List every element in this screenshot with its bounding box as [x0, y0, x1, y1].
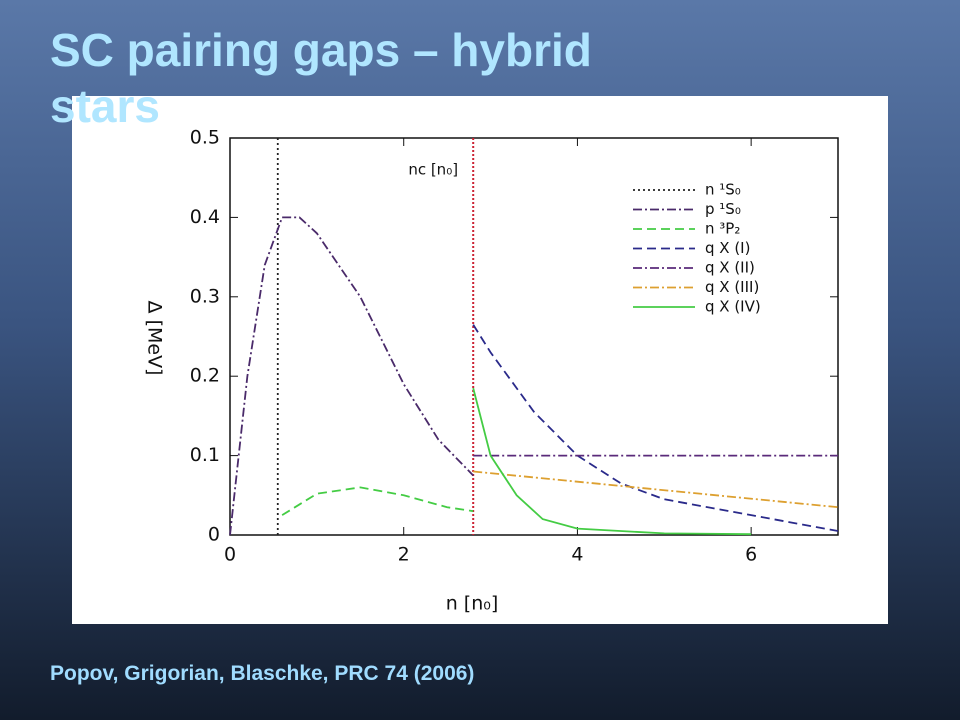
legend-label: p ¹S₀	[705, 200, 741, 218]
legend-label: q X (II)	[705, 259, 755, 277]
y-tick-label: 0.5	[190, 127, 220, 149]
legend-label: q X (III)	[705, 278, 759, 296]
x-tick-label: 4	[571, 544, 583, 566]
y-tick-label: 0.2	[190, 365, 220, 387]
x-axis-label: n [n₀]	[446, 593, 499, 615]
legend-label: n ¹S₀	[705, 181, 741, 199]
data-line	[281, 486, 474, 516]
x-tick-label: 2	[398, 544, 410, 566]
y-tick-label: 0.4	[190, 206, 220, 228]
slide-title: SC pairing gaps – hybrid stars	[50, 24, 592, 132]
plot-frame	[229, 137, 839, 536]
y-tick-label: 0.1	[190, 444, 220, 466]
data-line	[472, 324, 839, 532]
legend-label: q X (IV)	[705, 298, 761, 316]
y-tick-label: 0	[208, 524, 220, 546]
legend-label: q X (I)	[705, 239, 750, 257]
legend-label: n ³P₂	[705, 220, 740, 238]
x-tick-label: 6	[745, 544, 757, 566]
data-line	[473, 470, 839, 509]
citation: Popov, Grigorian, Blaschke, PRC 74 (2006…	[50, 662, 475, 685]
data-line	[229, 216, 474, 536]
x-tick-label: 0	[224, 544, 236, 566]
annotation: nc [n₀]	[408, 161, 458, 179]
chart-background	[72, 96, 888, 624]
chart: n [n₀] Δ [MeV] 0 2 4 6 0 0.1 0.2 0.3 0.4 0.5 nc [n…	[72, 96, 888, 624]
y-axis-label: Δ [MeV]	[144, 301, 166, 376]
y-tick-label: 0.3	[190, 285, 220, 307]
data-line	[472, 387, 752, 536]
